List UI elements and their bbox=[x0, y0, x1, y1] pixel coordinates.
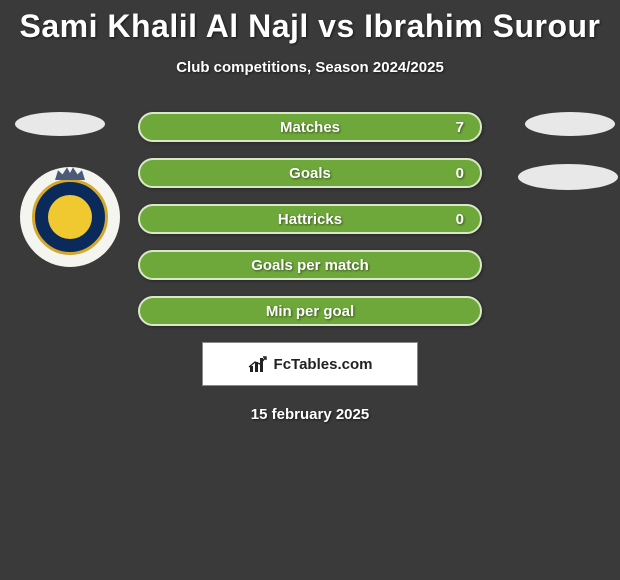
stat-bars: Matches 7 Goals 0 Hattricks 0 Goals per match M… bbox=[138, 112, 482, 326]
stat-bar: Matches 7 bbox=[138, 112, 482, 142]
crown-icon bbox=[55, 166, 85, 180]
stat-bar-label: Matches bbox=[280, 119, 340, 136]
stat-bar-label: Min per goal bbox=[266, 303, 354, 320]
stat-bar-value: 0 bbox=[456, 211, 464, 228]
player-right-placeholder bbox=[525, 112, 615, 136]
page-title: Sami Khalil Al Najl vs Ibrahim Surour bbox=[0, 0, 620, 45]
stat-bar: Goals per match bbox=[138, 250, 482, 280]
stat-bar-label: Hattricks bbox=[278, 211, 342, 228]
stat-bar-value: 7 bbox=[456, 119, 464, 136]
club-badge bbox=[20, 167, 120, 267]
subtitle: Club competitions, Season 2024/2025 bbox=[0, 59, 620, 76]
stat-bar: Hattricks 0 bbox=[138, 204, 482, 234]
stat-bar: Min per goal bbox=[138, 296, 482, 326]
player-left-placeholder bbox=[15, 112, 105, 136]
stat-bar-value: 0 bbox=[456, 165, 464, 182]
club-badge-ring bbox=[32, 179, 108, 255]
comparison-panel: Matches 7 Goals 0 Hattricks 0 Goals per match M… bbox=[0, 112, 620, 423]
club-badge-center bbox=[48, 195, 92, 239]
attribution-box: FcTables.com bbox=[202, 342, 418, 386]
stat-bar-label: Goals bbox=[289, 165, 331, 182]
player-right-placeholder-2 bbox=[518, 164, 618, 190]
attribution-text: FcTables.com bbox=[274, 356, 373, 373]
chart-icon bbox=[248, 355, 268, 373]
stat-bar-label: Goals per match bbox=[251, 257, 369, 274]
stat-bar: Goals 0 bbox=[138, 158, 482, 188]
date-text: 15 february 2025 bbox=[0, 406, 620, 423]
